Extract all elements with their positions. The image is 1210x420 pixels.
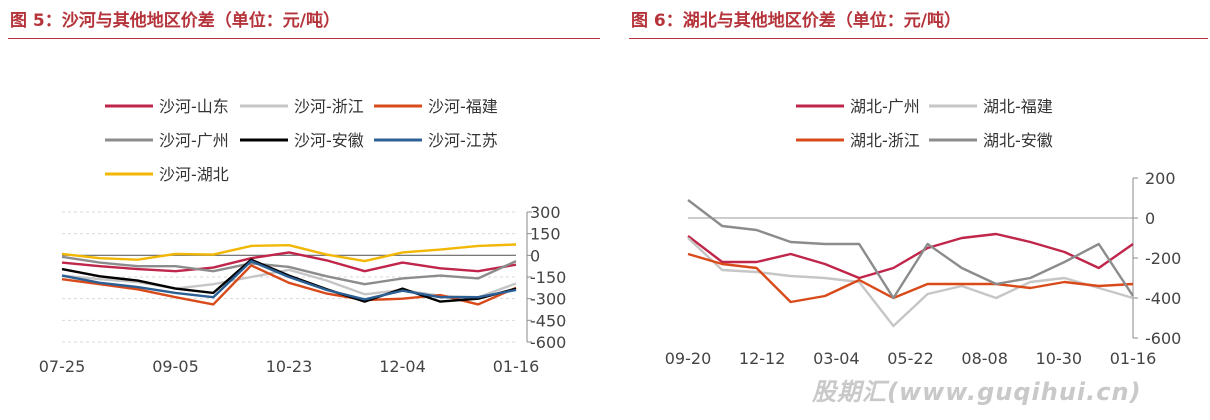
figure-6-title: 图 6：湖北与其他地区价差（单位：元/吨） bbox=[631, 11, 961, 31]
legend-label: 湖北-福建 bbox=[983, 97, 1053, 116]
figure-5-title: 图 5：沙河与其他地区价差（单位：元/吨） bbox=[10, 11, 340, 31]
x-tick-label: 09-05 bbox=[152, 357, 199, 376]
x-tick-label: 08-08 bbox=[961, 349, 1008, 368]
y-tick-label: 300 bbox=[530, 203, 561, 222]
legend-item-1: 湖北-广州 bbox=[796, 97, 920, 116]
x-tick-label: 09-20 bbox=[665, 349, 712, 368]
x-tick-label: 10-23 bbox=[266, 357, 313, 376]
series-line-3 bbox=[687, 252, 1134, 304]
y-tick-label: -400 bbox=[1145, 289, 1181, 308]
series-line-5 bbox=[61, 258, 517, 303]
y-tick-label: 150 bbox=[530, 225, 561, 244]
series-line-4 bbox=[61, 255, 517, 286]
legend-item-3: 湖北-浙江 bbox=[796, 131, 920, 150]
y-tick-label: -600 bbox=[1145, 329, 1181, 348]
x-tick-label: 01-16 bbox=[1110, 349, 1157, 368]
legend-label: 沙河-山东 bbox=[159, 97, 229, 116]
legend-label: 沙河-广州 bbox=[159, 131, 229, 150]
y-tick-label: -600 bbox=[530, 333, 566, 352]
y-tick-label: -150 bbox=[530, 268, 566, 287]
legend-label: 沙河-江苏 bbox=[428, 131, 498, 150]
series-line-3 bbox=[61, 264, 517, 306]
legend-label: 湖北-浙江 bbox=[850, 131, 920, 150]
legend-item-6: 沙河-江苏 bbox=[374, 131, 498, 150]
series-line-6 bbox=[61, 259, 517, 301]
watermark: 股期汇(www.guqihui.cn) bbox=[812, 378, 1142, 406]
legend-label: 湖北-广州 bbox=[850, 97, 920, 116]
x-tick-label: 12-04 bbox=[379, 357, 426, 376]
figure-6-title-rule bbox=[629, 38, 1208, 39]
y-tick-label: 200 bbox=[1145, 169, 1176, 188]
chart-6: 200 0 -200 -400 -600 09-20 12-12 03-04 05-22 08-0… bbox=[665, 97, 1182, 368]
y-tick-label: -450 bbox=[530, 311, 566, 330]
series-line-1 bbox=[61, 251, 517, 273]
x-tick-label: 03-04 bbox=[813, 349, 860, 368]
legend-label: 湖北-安徽 bbox=[983, 131, 1053, 150]
x-tick-label: 05-22 bbox=[887, 349, 934, 368]
x-tick-label: 07-25 bbox=[39, 357, 86, 376]
legend-item-1: 沙河-山东 bbox=[105, 97, 229, 116]
legend-item-4: 沙河-广州 bbox=[105, 131, 229, 150]
legend-label: 沙河-浙江 bbox=[294, 97, 364, 116]
legend-item-5: 沙河-安徽 bbox=[240, 131, 364, 150]
chart-5: 300 150 0 -150 -300 -450 -600 07-25 09-05 10-23 12… bbox=[39, 97, 567, 376]
y-tick-label: 0 bbox=[1145, 209, 1155, 228]
y-tick-label: -300 bbox=[530, 290, 566, 309]
y-tick-label: 0 bbox=[530, 246, 540, 265]
legend-item-7: 沙河-湖北 bbox=[105, 165, 229, 184]
legend-item-2: 湖北-福建 bbox=[929, 97, 1053, 116]
legend-item-3: 沙河-福建 bbox=[374, 97, 498, 116]
series-line-4 bbox=[687, 199, 1135, 300]
figure-5-title-rule bbox=[8, 38, 600, 39]
legend-item-4: 湖北-安徽 bbox=[929, 131, 1053, 150]
y-tick-label: -200 bbox=[1145, 249, 1181, 268]
series-line-7 bbox=[61, 243, 517, 263]
x-tick-label: 10-30 bbox=[1036, 349, 1083, 368]
legend-label: 沙河-福建 bbox=[428, 97, 498, 116]
x-tick-label: 01-16 bbox=[493, 357, 540, 376]
legend-label: 沙河-湖北 bbox=[159, 165, 229, 184]
x-tick-label: 12-12 bbox=[739, 349, 786, 368]
legend-item-2: 沙河-浙江 bbox=[240, 97, 364, 116]
legend-label: 沙河-安徽 bbox=[294, 131, 364, 150]
series-line-1 bbox=[687, 232, 1134, 280]
